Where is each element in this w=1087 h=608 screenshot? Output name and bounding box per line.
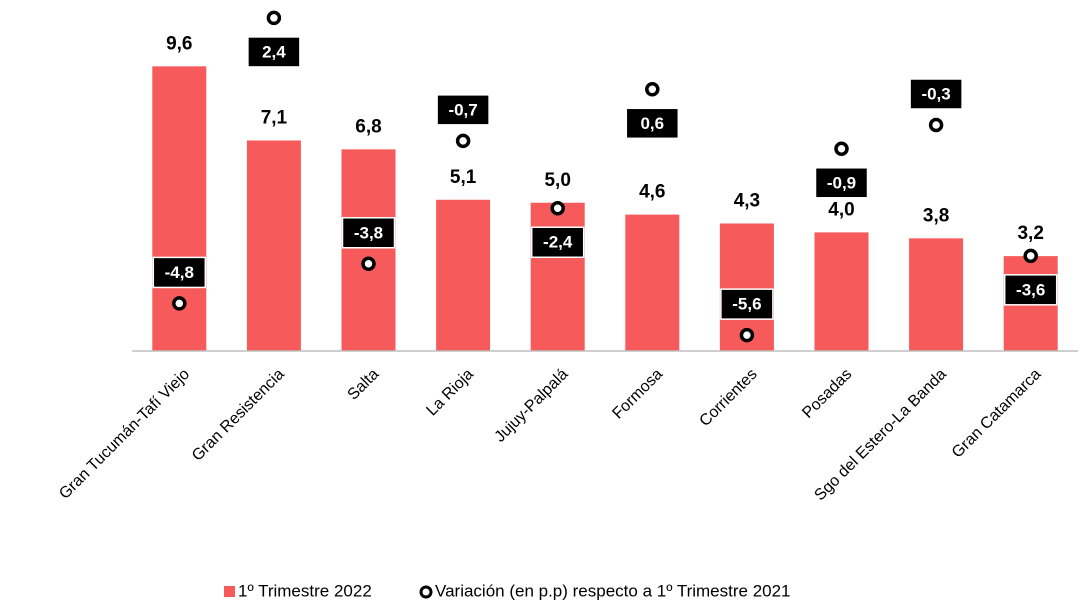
- value-label-box: [909, 78, 963, 110]
- bar: [530, 202, 585, 351]
- point-value-label: -0,3: [921, 84, 950, 103]
- x-tick-label: Gran Tucumán-Tafí Viejo: [56, 366, 193, 503]
- point-value-label: -3,6: [1016, 280, 1045, 299]
- point-value-label: -3,8: [354, 223, 383, 242]
- x-tick-label: Corrientes: [696, 366, 760, 430]
- point: [645, 82, 660, 97]
- bar-value-label: 9,6: [166, 33, 192, 54]
- bar-value-label: 7,1: [261, 107, 288, 128]
- point: [455, 133, 471, 149]
- point: [834, 141, 849, 157]
- x-tick-label: Formosa: [609, 366, 666, 423]
- bar-value-label: 5,1: [450, 167, 477, 188]
- value-label-box: [436, 94, 490, 126]
- bar-value-label: 4,0: [828, 199, 854, 220]
- point: [266, 10, 282, 26]
- x-tick-label: Posadas: [799, 366, 855, 422]
- value-label-box: [814, 167, 869, 199]
- legend-label: Variación (en p.p) respecto a 1º Trimest…: [435, 581, 791, 600]
- bar: [246, 140, 301, 351]
- point-value-label: -4,8: [165, 263, 194, 282]
- bar: [625, 214, 680, 351]
- x-tick-label: Salta: [345, 366, 383, 404]
- point-value-label: -0,9: [827, 173, 856, 192]
- legend-swatch: [224, 586, 235, 597]
- bar-value-label: 6,8: [355, 116, 381, 137]
- bar: [436, 199, 491, 351]
- point-value-label: -0,7: [448, 100, 477, 119]
- bar-value-label: 3,2: [1017, 223, 1043, 244]
- value-label-box: [341, 217, 396, 249]
- point: [739, 327, 755, 343]
- point: [1023, 248, 1038, 264]
- bar-value-label: 4,6: [639, 182, 665, 203]
- x-tick-label: Jujuy-Palpalá: [492, 366, 572, 446]
- x-tick-label: Gran Catamarca: [949, 366, 1045, 462]
- bar: [341, 149, 396, 351]
- point: [172, 296, 187, 311]
- legend-label: 1º Trimestre 2022: [238, 581, 372, 600]
- point: [361, 256, 376, 272]
- value-label-box: [625, 107, 680, 140]
- value-label-box: [1003, 274, 1058, 306]
- bar-value-label: 5,0: [544, 170, 570, 191]
- x-tick-label: La Rioja: [423, 366, 477, 420]
- value-label-box: [720, 288, 774, 320]
- legend-marker: [419, 585, 433, 599]
- point-value-label: -5,6: [732, 295, 761, 314]
- value-label-box: [247, 36, 301, 68]
- value-label-box: [530, 226, 585, 259]
- bar-value-label: 3,8: [923, 205, 949, 226]
- bar: [909, 238, 964, 351]
- bar: [814, 232, 869, 351]
- point: [550, 201, 565, 216]
- value-label-box: [152, 256, 207, 289]
- point-value-label: 0,6: [640, 114, 664, 133]
- x-tick-label: Gran Resistencia: [189, 366, 288, 465]
- point: [928, 117, 944, 133]
- point-value-label: -2,4: [543, 233, 573, 252]
- point-value-label: 2,4: [262, 42, 286, 61]
- bar-value-label: 4,3: [734, 191, 760, 212]
